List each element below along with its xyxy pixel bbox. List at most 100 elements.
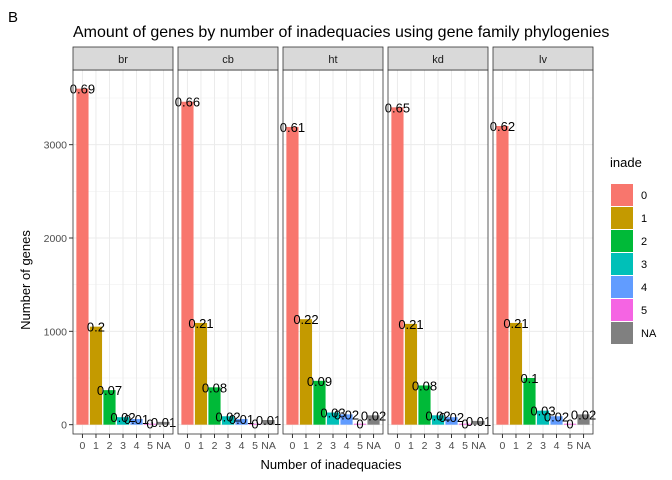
bar-cb-4 [235,419,248,425]
bar-lv-0 [496,126,509,425]
y-tick-label: 2000 [44,233,68,245]
data-label: 0.66 [175,95,200,110]
legend-key-1 [611,207,633,229]
x-tick-label: 3 [435,440,441,452]
data-label: 0.21 [503,316,528,331]
legend: inade 0 1 2 3 4 5 NA [610,155,657,344]
legend-label: 1 [641,213,647,225]
bar-lv-5 [563,423,577,425]
bar-cb-2 [208,387,221,425]
bar-ht-3 [326,412,340,425]
legend-label: 3 [641,259,647,271]
legend-label: 2 [641,236,647,248]
data-label: 0 [356,417,363,432]
data-label: 0.69 [70,82,95,97]
bar-br-0 [76,88,89,425]
x-tick-label: 3 [120,440,126,452]
data-label: 0.21 [398,317,423,332]
data-label: 0 [566,417,573,432]
legend-key-3 [611,253,633,275]
bar-br-1 [89,326,103,425]
facet-strip-label: cb [222,54,234,66]
bar-br-NA [157,421,170,425]
data-label: 0.02 [215,409,240,424]
legend-label: 4 [641,282,647,294]
data-label: 0.02 [361,408,386,423]
x-tick-label: NA [261,440,276,452]
data-label: 0 [146,417,153,432]
bar-lv-3 [536,410,550,425]
data-label: 0.03 [320,406,345,421]
x-tick-label: 3 [330,440,336,452]
x-tick-label: 3 [540,440,546,452]
data-label: 0.08 [412,378,437,393]
data-label: 0.02 [439,410,464,425]
facet-strip [72,46,174,71]
data-label: 0.02 [110,410,135,425]
facet-strip-label: kd [432,54,444,66]
bar-lv-4 [550,416,563,425]
data-label: 0.65 [385,100,410,115]
x-tick-label: 4 [554,440,560,452]
facet-strip [282,46,384,71]
bar-ht-4 [340,414,353,425]
data-label: 0.02 [425,408,450,423]
x-tick-label: 1 [408,440,414,452]
y-tick-label: 3000 [44,140,68,152]
x-tick-label: 5 [147,440,153,452]
facet-strip [492,46,594,71]
data-label: 0.08 [202,380,227,395]
data-label: 0.01 [151,415,176,430]
data-label: 0.01 [229,412,254,427]
bar-br-4 [130,419,143,425]
bar-cb-3 [221,416,235,425]
legend-label: 5 [641,305,647,317]
data-label: 0.21 [188,316,213,331]
data-label: 0.2 [87,320,105,335]
legend-key-5 [611,299,633,321]
data-label: 0.02 [571,407,596,422]
data-label: 0.01 [256,413,281,428]
bar-cb-0 [181,101,194,425]
bar-br-3 [116,417,130,425]
bar-kd-5 [458,423,472,425]
y-axis: 0 1000 2000 3000 [44,140,73,432]
legend-key-0 [611,184,633,206]
bar-lv-NA [577,414,590,425]
y-tick-label: 1000 [44,326,68,338]
data-label: 0.1 [520,371,538,386]
x-tick-label: 2 [527,440,533,452]
legend-title: inade [610,155,642,170]
bar-ht-NA [367,415,380,425]
x-tick-label: 0 [290,440,296,452]
facet-strip [177,46,279,71]
bar-cb-NA [262,420,275,425]
x-tick-label: 5 [252,440,258,452]
bar-br-2 [103,390,116,425]
data-label: 0 [251,417,258,432]
bar-kd-4 [445,417,458,425]
chart-title: Amount of genes by number of inadequacie… [73,24,609,41]
x-tick-label: 1 [93,440,99,452]
data-label: 0.01 [124,412,149,427]
legend-label: 0 [641,190,647,202]
panel-tag: B [8,9,18,26]
data-label: 0.07 [97,383,122,398]
x-tick-label: 4 [239,440,245,452]
x-tick-label: 1 [198,440,204,452]
y-tick-label: 0 [61,420,67,432]
data-label: 0.03 [530,404,555,419]
x-tick-label: NA [471,440,486,452]
x-tick-label: 0 [185,440,191,452]
legend-key-NA [611,322,633,344]
x-tick-label: 0 [500,440,506,452]
x-tick-label: 1 [303,440,309,452]
x-tick-label: 2 [107,440,113,452]
x-axis-title: Number of inadequacies [261,457,402,472]
x-tick-label: 3 [225,440,231,452]
bar-ht-1 [299,319,313,425]
